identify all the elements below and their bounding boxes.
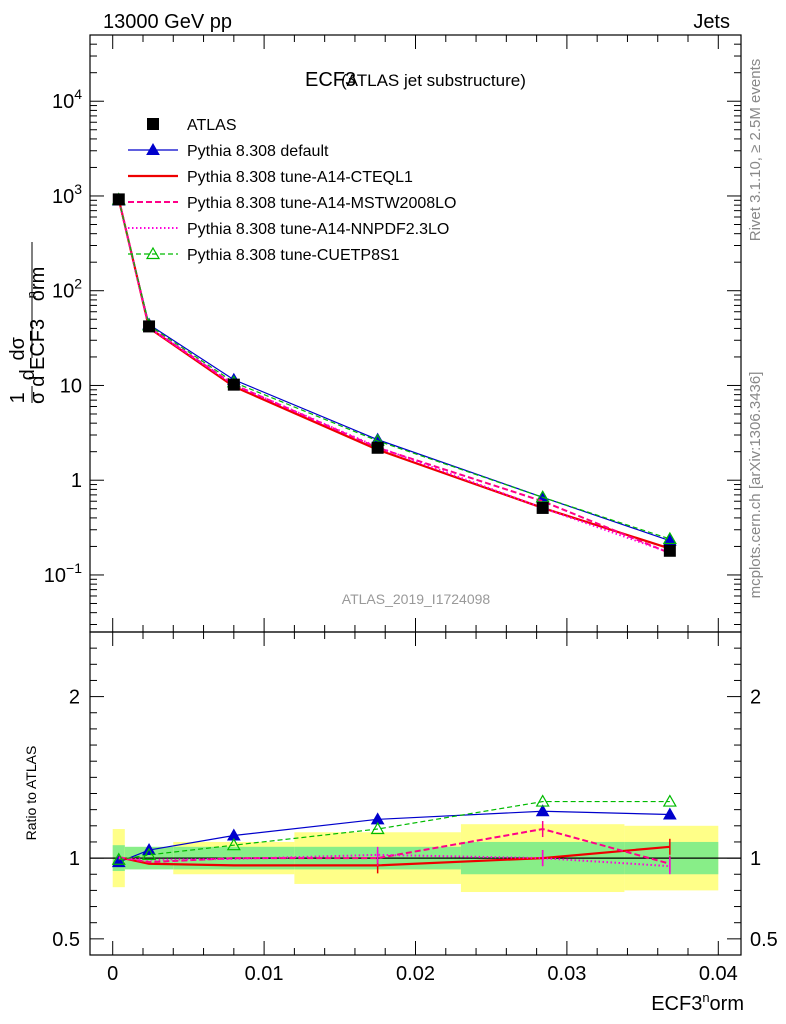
top-y-tick-label: 10 [60,375,82,397]
bottom-y-tick-label-right: 1 [750,848,761,870]
top-y-tick-label: 103 [52,181,82,208]
data-point [371,441,384,454]
bottom-y-tick-label: 1 [69,848,80,870]
bottom-y-tick-label-right: 0.5 [750,929,778,951]
legend-label: Pythia 8.308 default [187,143,329,160]
ratio-marker [535,794,550,807]
ratio-data-layer [90,794,741,893]
x-tick-label: 0.01 [245,963,284,985]
ratio-line-1 [118,845,670,867]
top-y-tick-label: 104 [52,86,82,113]
legend-label: Pythia 8.308 tune-A14-MSTW2008LO [187,195,456,212]
x-axis-label: ECF3norm [651,990,744,1015]
bottom-y-tick-label: 0.5 [52,929,80,951]
legend-marker [146,142,160,155]
mcplots-label: mcplots.cern.ch [arXiv:1306.3436] [747,372,764,599]
plot-title: ECF3 [305,69,356,91]
series-marker [662,531,677,545]
rivet-version-label: Rivet 3.1.10, ≥ 2.5M events [747,59,764,242]
data-point [112,193,125,206]
data-point [536,501,549,514]
header-right: Jets [693,11,730,33]
ratio-marker [111,852,126,865]
header-left: 13000 GeV pp [103,11,232,33]
x-tick-label: 0.02 [396,963,435,985]
ratio-axis-ticks: 0 0.01 0.02 0.03 0.04 0.5 0.5 1 1 2 2 [52,632,778,985]
bottom-y-tick-label-right: 2 [750,687,761,709]
top-axis-ticks: 10−1 1 10 102 103 104 [44,34,741,632]
ratio-marker [142,847,157,860]
legend-label: Pythia 8.308 tune-CUETP8S1 [187,247,400,264]
x-tick-label: 0 [107,963,118,985]
ratio-line-4 [118,800,670,861]
ratio-plot-frame [89,631,742,956]
legend-label: ATLAS [187,117,237,134]
legend-marker-atlas [147,118,159,130]
ratio-marker [226,837,241,851]
series-line-4 [118,199,671,540]
ratio-y-axis-label: Ratio to ATLAS [23,746,39,841]
svg-text:1 σ d dσ: 1 σ d dσ d ECF3 n orm [7,267,49,404]
svg-text:ECF3norm: ECF3norm [651,990,744,1015]
legend: ATLAS Pythia 8.308 default Pythia 8.308 tu… [128,117,456,264]
x-tick-label: 0.04 [699,963,738,985]
top-y-tick-label: 10−1 [44,560,82,587]
data-point [663,544,676,557]
series-line-2 [117,198,671,555]
plot-subtitle: (ATLAS jet substructure) [341,71,526,90]
ratio-panel: 0 0.01 0.02 0.03 0.04 0.5 0.5 1 1 2 2 Ratio to ATL… [23,631,778,985]
top-y-tick-label: 102 [52,276,82,303]
legend-label: Pythia 8.308 tune-A14-NNPDF2.3LO [187,221,449,238]
ratio-marker [662,807,677,820]
data-point [143,320,156,333]
legend-marker [145,246,161,260]
bottom-y-tick-label: 2 [69,687,80,709]
ratio-marker [535,804,550,817]
series-marker [535,490,550,503]
series-line-3 [117,198,671,554]
ratio-marker [370,821,385,835]
x-tick-label: 0.03 [547,963,586,985]
top-y-tick-label: 1 [71,470,82,492]
legend-label: Pythia 8.308 tune-A14-CTEQL1 [187,169,413,186]
ratio-marker [662,794,677,807]
top-data-layer [111,192,677,557]
data-point [227,378,240,391]
analysis-watermark: ATLAS_2019_I1724098 [342,591,491,607]
main-plot-panel: ECF3 (ATLAS jet substructure) ATLAS_2019… [44,34,742,633]
top-y-axis-label: 1 σ d dσ d ECF3 n orm [7,242,49,404]
